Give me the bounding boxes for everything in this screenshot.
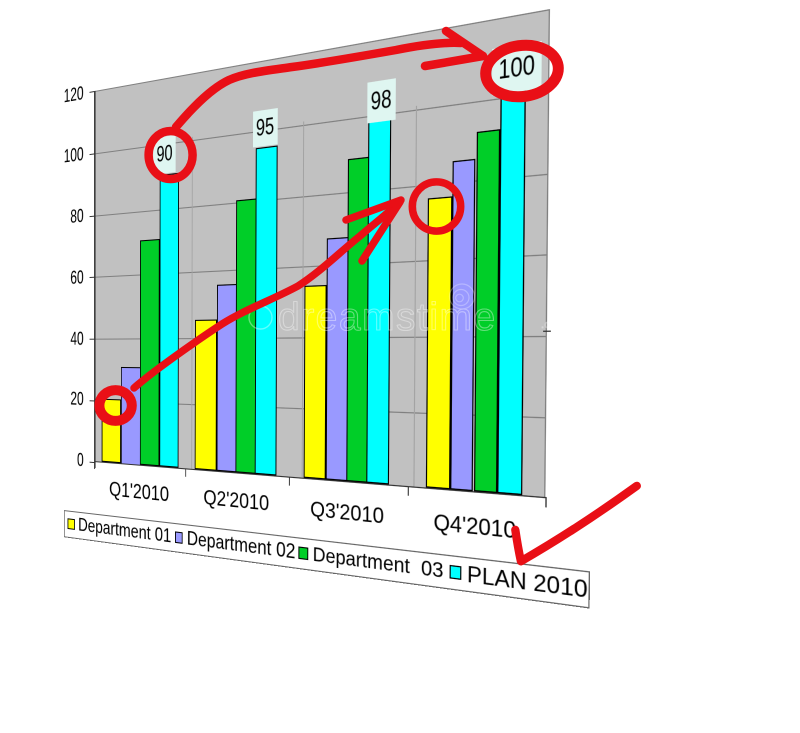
svg-text:dreamstime: dreamstime xyxy=(278,296,497,339)
svg-text:.com: .com xyxy=(541,319,567,331)
